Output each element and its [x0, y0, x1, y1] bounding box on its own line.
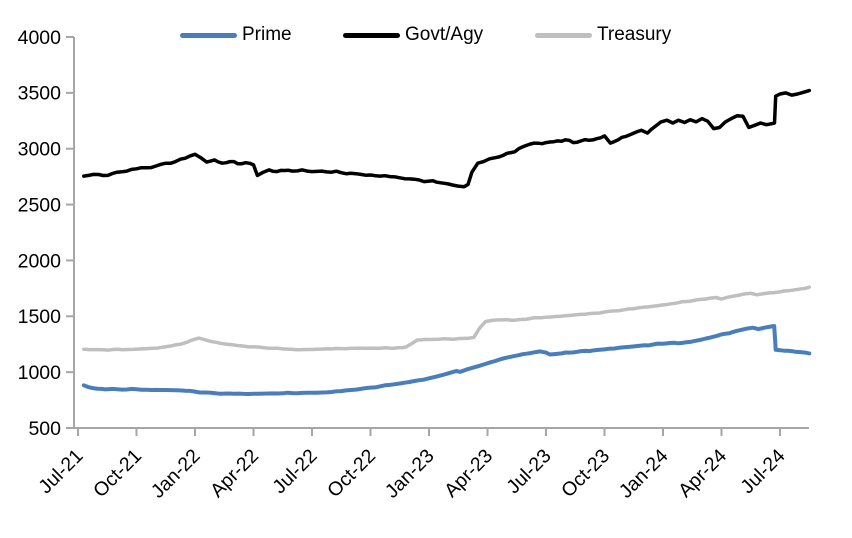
series-line-govt-agy	[82, 88, 812, 189]
x-tick-label: Apr-22	[206, 445, 263, 502]
x-tick-label: Apr-23	[440, 445, 497, 502]
legend-label: Treasury	[597, 24, 672, 45]
y-tick-label: 3000	[18, 139, 62, 161]
series-line-prime	[81, 324, 812, 396]
legend-line-swatch	[180, 32, 237, 38]
x-tick-label: Oct-21	[89, 445, 146, 502]
legend-line-swatch	[343, 32, 400, 38]
y-tick-label: 3500	[18, 83, 62, 105]
series-line-treasury	[82, 285, 812, 352]
x-tick-label: Jan-22	[147, 445, 205, 503]
x-tick-label: Apr-24	[674, 445, 731, 502]
x-tick-label: Jul-22	[268, 445, 321, 498]
x-tick-label: Jan-24	[615, 445, 673, 503]
y-tick-label: 500	[28, 418, 61, 440]
x-tick-label: Jul-21	[34, 445, 87, 498]
y-tick-label: 1000	[18, 362, 62, 384]
y-tick-label: 2000	[18, 250, 62, 272]
y-tick-label: 1500	[18, 306, 62, 328]
x-tick-label: Jan-23	[381, 445, 439, 503]
x-tick-label: Jul-23	[502, 445, 555, 498]
legend-item-prime: Prime	[180, 24, 292, 46]
x-tick-label: Oct-22	[323, 445, 380, 502]
legend-line-swatch	[535, 32, 592, 38]
legend-item-treasury: Treasury	[535, 24, 671, 46]
legend-item-govt-agy: Govt/Agy	[343, 24, 483, 46]
legend-label: Prime	[242, 24, 292, 45]
y-tick-label: 2500	[18, 194, 62, 216]
legend: Prime Govt/Agy Treasury	[0, 24, 852, 46]
x-tick-label: Jul-24	[736, 445, 789, 498]
legend-label: Govt/Agy	[405, 24, 484, 45]
y-tick-label: 4000	[18, 27, 62, 49]
x-tick-label: Oct-23	[557, 445, 614, 502]
